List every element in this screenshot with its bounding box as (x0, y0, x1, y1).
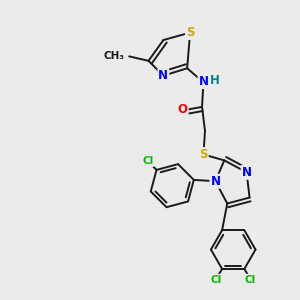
Text: S: S (186, 26, 194, 39)
Text: Cl: Cl (142, 156, 153, 166)
Text: Cl: Cl (210, 275, 221, 285)
Text: O: O (178, 103, 188, 116)
Text: N: N (199, 75, 208, 88)
Text: N: N (158, 69, 168, 82)
Text: CH₃: CH₃ (104, 51, 125, 62)
Text: H: H (210, 74, 220, 87)
Text: N: N (210, 175, 220, 188)
Text: S: S (199, 148, 208, 161)
Text: N: N (242, 166, 252, 179)
Text: Cl: Cl (245, 275, 256, 285)
